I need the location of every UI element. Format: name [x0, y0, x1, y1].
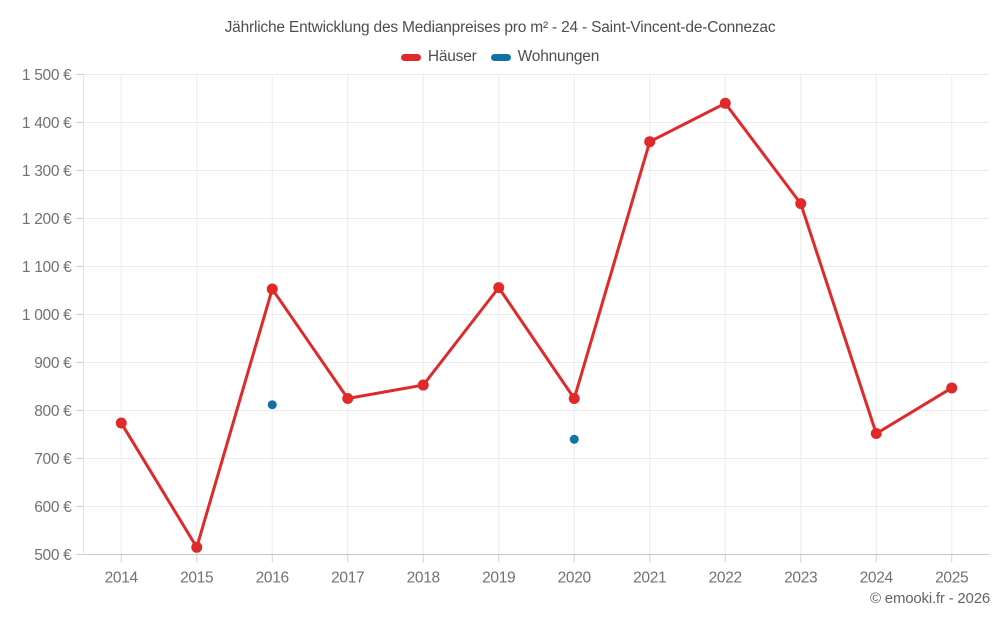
data-point-haeuser-2023[interactable]: [795, 198, 807, 210]
legend-label-wohnungen: Wohnungen: [517, 48, 600, 65]
chart-title: Jährliche Entwicklung des Medianpreises …: [224, 19, 776, 36]
legend-item-haeuser[interactable]: Häuser: [400, 48, 477, 66]
data-point-haeuser-2021[interactable]: [644, 136, 656, 148]
y-axis-label-900: 900 €: [34, 355, 72, 372]
y-axis-label-1000: 1 000 €: [22, 307, 72, 324]
wohnungen-series-swatch-icon: [490, 53, 511, 61]
y-axis-label-700: 700 €: [34, 451, 72, 468]
x-axis-label-2018: 2018: [407, 570, 440, 587]
data-point-haeuser-2017[interactable]: [342, 393, 354, 404]
x-axis-label-2019: 2019: [482, 570, 515, 587]
data-point-haeuser-2016[interactable]: [266, 283, 278, 295]
haeuser-line: [119, 101, 954, 549]
x-axis-label-2021: 2021: [633, 570, 666, 587]
data-point-wohnungen-2016[interactable]: [267, 400, 277, 410]
x-axis-label-2020: 2020: [558, 570, 592, 587]
y-axis-label-1200: 1 200 €: [22, 211, 72, 228]
data-point-haeuser-2022[interactable]: [719, 97, 731, 109]
x-axis-label-2025: 2025: [935, 570, 968, 587]
legend-label-haeuser: Häuser: [427, 48, 477, 65]
data-point-haeuser-2020[interactable]: [568, 393, 580, 404]
data-point-haeuser-2015[interactable]: [191, 541, 203, 553]
haeuser-series-swatch-icon: [400, 53, 421, 61]
data-point-haeuser-2019[interactable]: [493, 282, 505, 294]
data-point-haeuser-2018[interactable]: [417, 379, 429, 391]
y-axis-label-600: 600 €: [34, 499, 72, 516]
x-axis-label-2014: 2014: [105, 570, 139, 587]
data-point-haeuser-2025[interactable]: [946, 382, 958, 394]
y-axis-label-1100: 1 100 €: [22, 259, 72, 276]
y-axis-label-1300: 1 300 €: [22, 163, 72, 180]
data-point-haeuser-2024[interactable]: [870, 428, 882, 440]
x-axis-label-2023: 2023: [784, 570, 817, 587]
legend-item-wohnungen[interactable]: Wohnungen: [490, 48, 600, 66]
data-point-haeuser-2014[interactable]: [115, 417, 127, 429]
y-axis-label-1400: 1 400 €: [22, 115, 72, 132]
x-axis-label-2016: 2016: [256, 570, 289, 587]
legend: Häuser Wohnungen: [0, 48, 1000, 66]
x-axis-label-2017: 2017: [331, 570, 364, 587]
y-axis-label-800: 800 €: [34, 403, 72, 420]
copyright-footer: © emooki.fr - 2026: [869, 590, 990, 607]
x-axis-label-2022: 2022: [709, 570, 742, 587]
x-axis-label-2024: 2024: [860, 570, 894, 587]
x-axis-label-2015: 2015: [180, 570, 213, 587]
data-point-wohnungen-2020[interactable]: [569, 434, 579, 444]
y-axis-label-1500: 1 500 €: [22, 67, 72, 84]
y-axis-label-500: 500 €: [34, 547, 72, 564]
